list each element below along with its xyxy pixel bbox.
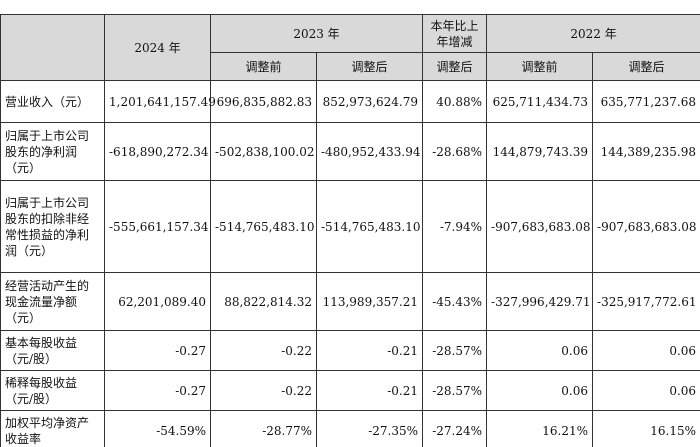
cell-2022-before: 625,711,434.73 [486, 80, 594, 123]
row-label: 归属于上市公司股东的扣除非经常性损益的净利润（元） [0, 180, 105, 273]
header-row-years: 2024 年 2023 年 本年比上年增减 2022 年 [0, 14, 700, 81]
cell-2023-after: -0.21 [315, 330, 424, 371]
header-2023-before: 调整前 [210, 52, 317, 81]
cell-2022-before: -907,683,683.08 [486, 180, 594, 273]
cell-2022-after: 16.15% [592, 410, 700, 447]
cell-2024: 1,201,641,157.49 [104, 80, 216, 123]
row-label: 基本每股收益（元/股） [0, 330, 105, 371]
cell-2023-after: -27.35% [315, 410, 424, 447]
cell-2023-before: 696,835,882.83 [210, 80, 317, 123]
cell-2023-after: 852,973,624.79 [315, 80, 424, 123]
cell-2022-after: -907,683,683.08 [592, 180, 700, 273]
row-label: 归属于上市公司股东的净利润（元） [0, 122, 105, 181]
cell-2024: -0.27 [104, 370, 211, 411]
cell-change: 40.88% [422, 80, 488, 123]
cell-2022-after: 0.06 [592, 370, 700, 411]
cell-change: -45.43% [422, 272, 488, 331]
cell-2023-before: 88,822,814.32 [210, 272, 317, 331]
cell-2024: -0.27 [104, 330, 211, 371]
cell-2022-before: 0.06 [486, 370, 594, 411]
cell-2023-before: -0.22 [210, 330, 317, 371]
cell-change: -27.24% [422, 410, 488, 447]
cell-2022-before: -327,996,429.71 [486, 272, 594, 331]
cell-2024: -555,661,157.34 [104, 180, 211, 273]
header-2022: 2022 年 [486, 14, 700, 53]
row-label: 稀释每股收益（元/股） [0, 370, 105, 411]
cell-2023-after: -480,952,433.94 [315, 122, 424, 181]
cell-change: -28.57% [422, 370, 488, 411]
cell-2022-after: 635,771,237.68 [592, 80, 700, 123]
table-row: 加权平均净资产收益率 -54.59% -28.77% -27.35% -27.2… [0, 410, 700, 447]
table-row: 经营活动产生的现金流量净额（元） 62,201,089.40 88,822,81… [0, 272, 700, 331]
cell-2023-after: -0.21 [315, 370, 424, 411]
cell-2023-before: -502,838,100.02 [210, 122, 317, 181]
header-change-after: 调整后 [422, 52, 488, 81]
header-2022-after: 调整后 [592, 52, 700, 81]
financial-indicators-table: 2024 年 2023 年 本年比上年增减 2022 年 调整前 调整后 调整后… [0, 14, 700, 447]
cell-2024: -618,890,272.34 [104, 122, 211, 181]
row-label: 加权平均净资产收益率 [0, 410, 105, 447]
header-row-adjust: 调整前 调整后 调整后 调整前 调整后 [1, 52, 700, 81]
cell-2023-before: -28.77% [210, 410, 317, 447]
cell-change: -28.68% [422, 122, 488, 181]
header-2024: 2024 年 [104, 14, 211, 81]
cell-2023-before: -514,765,483.10 [210, 180, 317, 273]
table-row: 稀释每股收益（元/股） -0.27 -0.22 -0.21 -28.57% 0.… [0, 370, 700, 411]
cell-2023-before: -0.22 [210, 370, 317, 411]
cell-2022-before: 16.21% [486, 410, 594, 447]
header-2022-before: 调整前 [486, 52, 594, 81]
cell-2024: -54.59% [104, 410, 211, 447]
table-row: 归属于上市公司股东的净利润（元） -618,890,272.34 -502,83… [0, 122, 700, 181]
cell-change: -7.94% [422, 180, 488, 273]
header-2023-after: 调整后 [315, 52, 424, 81]
cell-2023-after: 113,989,357.21 [315, 272, 424, 331]
header-2023: 2023 年 [209, 14, 424, 53]
header-corner-cell [0, 14, 105, 81]
row-label: 经营活动产生的现金流量净额（元） [0, 272, 105, 331]
cell-2024: 62,201,089.40 [104, 272, 211, 331]
cell-2022-before: 144,879,743.39 [486, 122, 594, 181]
table-row: 基本每股收益（元/股） -0.27 -0.22 -0.21 -28.57% 0.… [0, 330, 700, 371]
cell-2022-after: -325,917,772.61 [592, 272, 700, 331]
cell-2022-before: 0.06 [486, 330, 594, 371]
table-row: 归属于上市公司股东的扣除非经常性损益的净利润（元） -555,661,157.3… [0, 180, 700, 273]
cell-2022-after: 0.06 [592, 330, 700, 371]
row-label: 营业收入（元） [0, 80, 105, 123]
cell-change: -28.57% [422, 330, 488, 371]
cell-2023-after: -514,765,483.10 [315, 180, 424, 273]
table-row: 营业收入（元） 1,201,641,157.49 696,835,882.83 … [0, 80, 700, 123]
header-change: 本年比上年增减 [422, 14, 488, 53]
cell-2022-after: 144,389,235.98 [592, 122, 700, 181]
